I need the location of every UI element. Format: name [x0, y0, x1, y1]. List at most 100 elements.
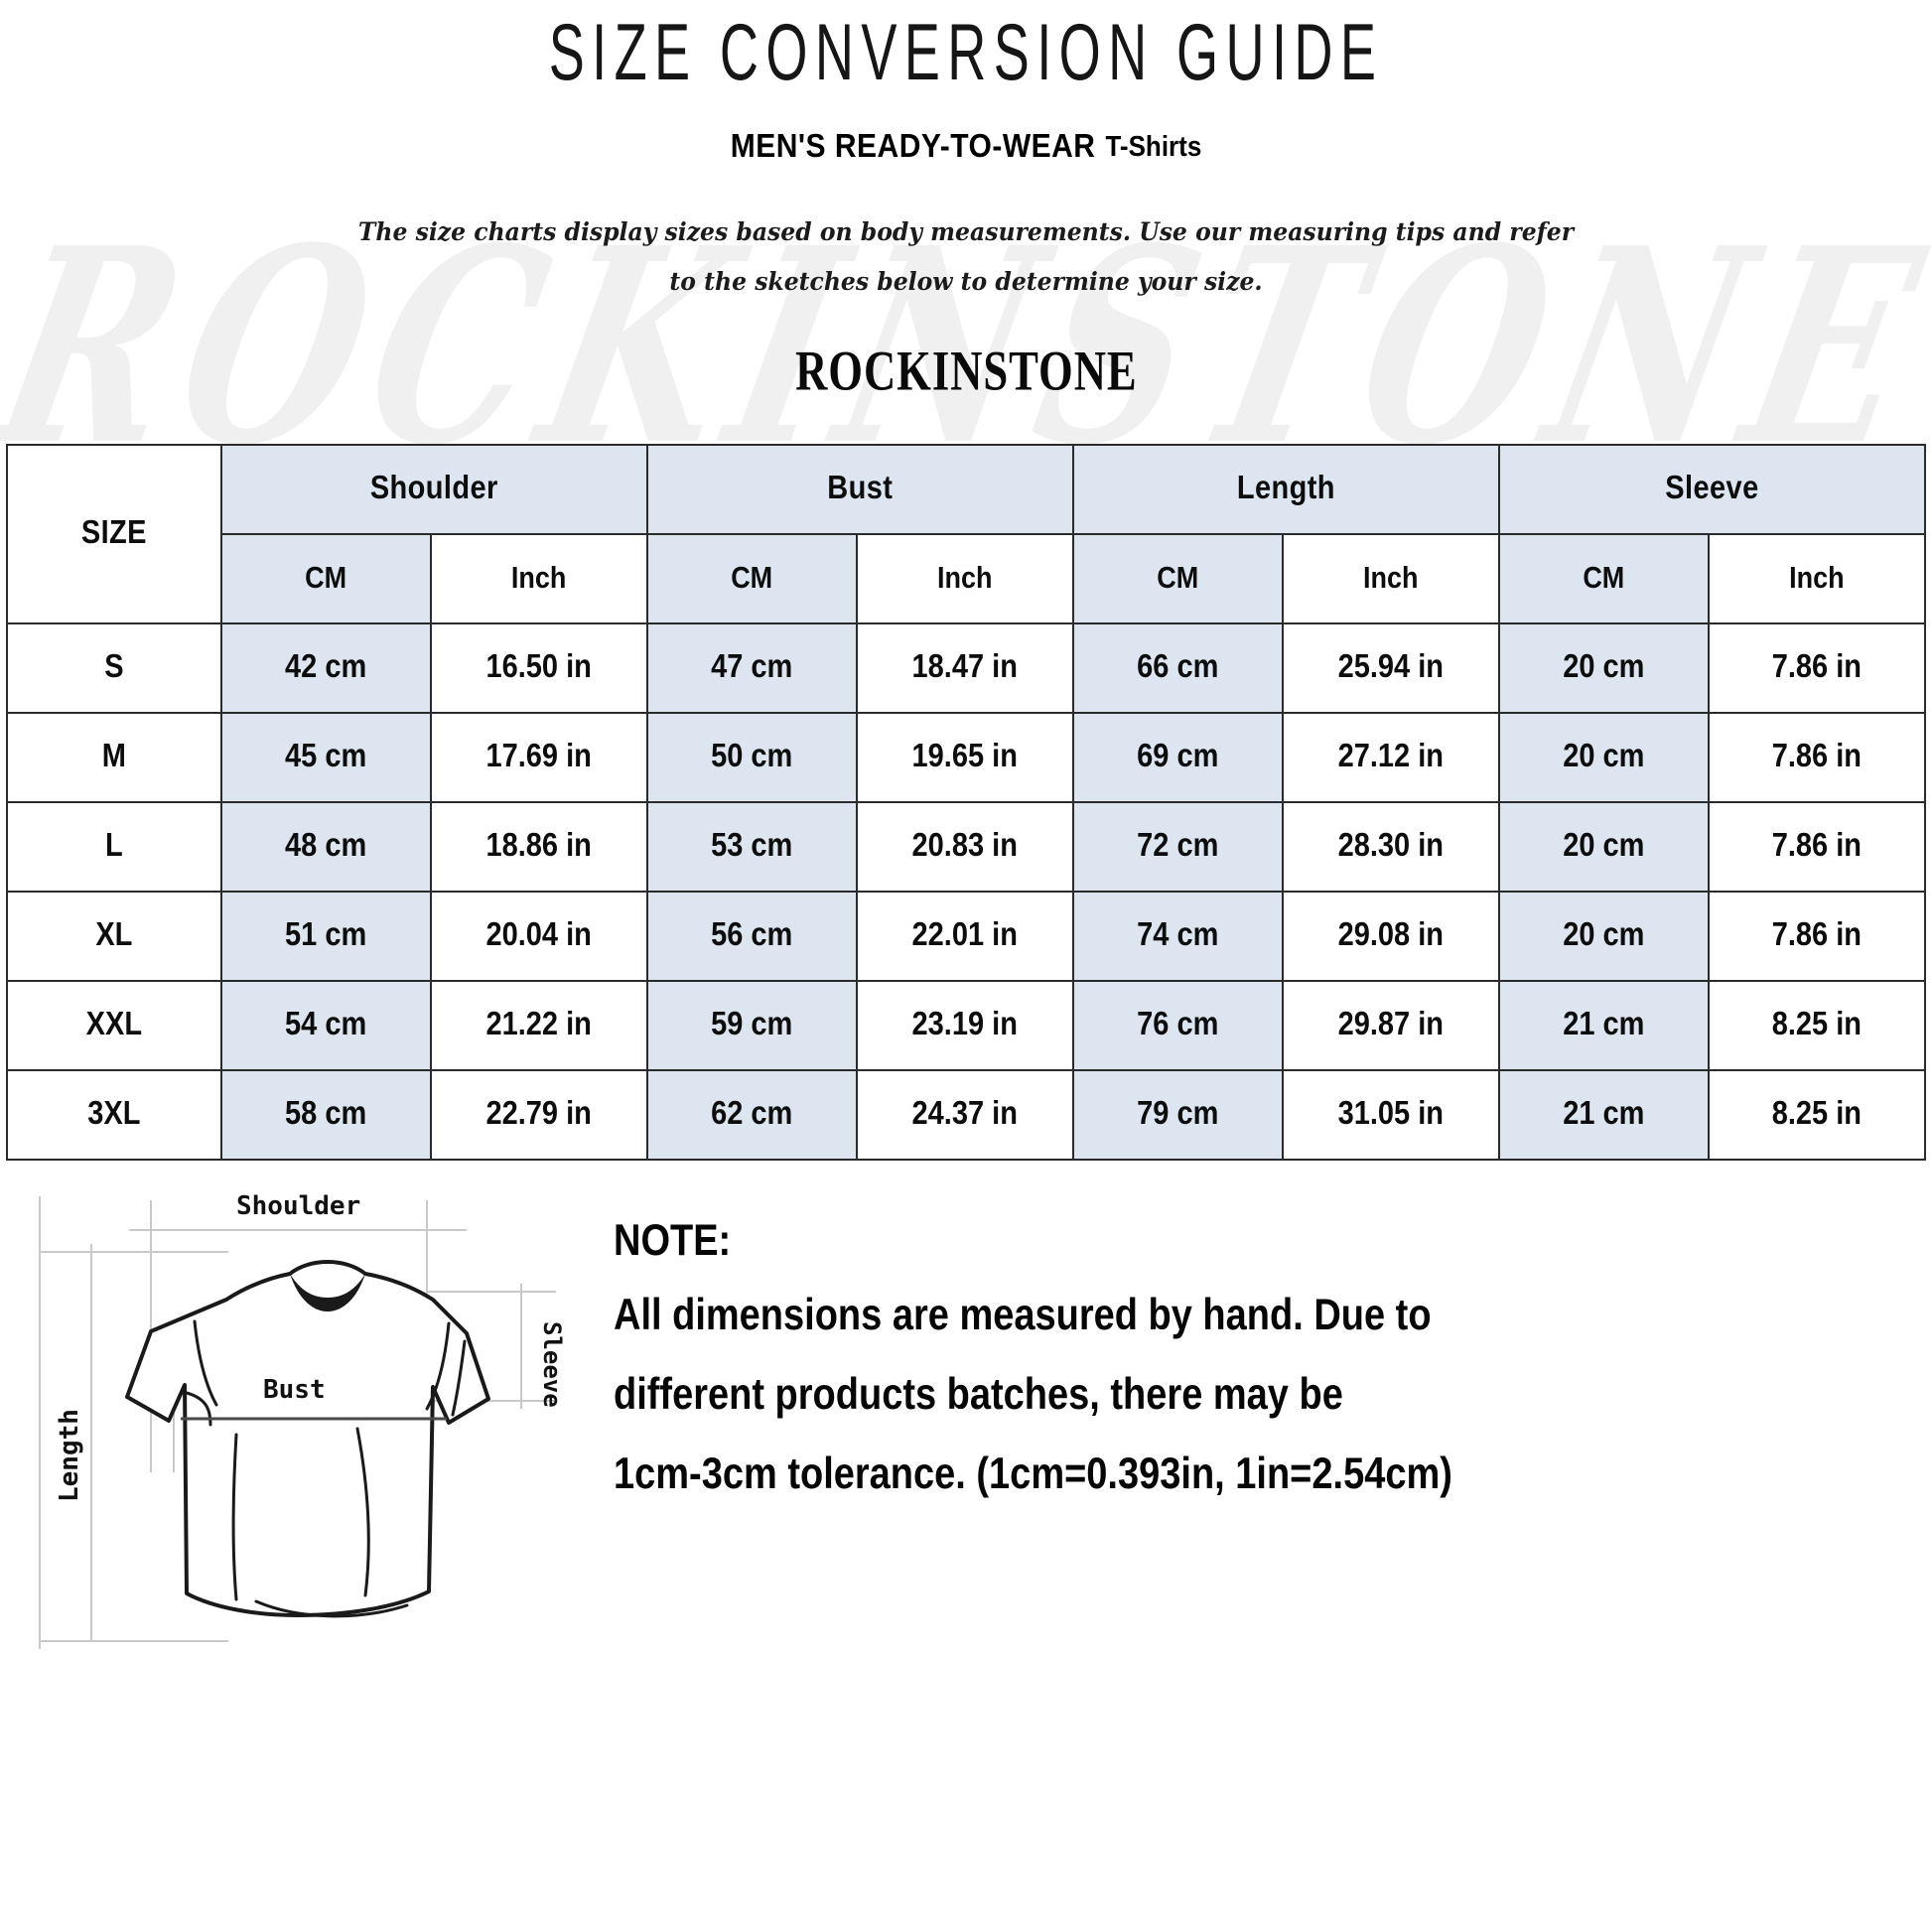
table-cell: 76 cm — [1071, 979, 1284, 1071]
header-group-sleeve: Sleeve — [1497, 443, 1927, 535]
subtitle-product: T-Shirts — [1105, 129, 1202, 163]
header-size: SIZE — [6, 443, 222, 624]
subtitle-row: MEN'S READY-TO-WEAR T-Shirts — [0, 127, 1932, 165]
header: SIZE CONVERSION GUIDE MEN'S READY-TO-WEA… — [0, 0, 1932, 402]
table-row: M 45 cm 17.69 in 50 cm 19.65 in 69 cm 27.12 in… — [6, 711, 1927, 803]
table-cell: 20.04 in — [429, 890, 648, 982]
row-size-label: 3XL — [6, 1068, 222, 1161]
table-cell: 8.25 in — [1707, 979, 1927, 1071]
table-group-header-row: SIZE Shoulder Bust Length Sleeve — [6, 443, 1927, 624]
size-table-container: SIZE Shoulder Bust Length Sleeve CM Inch — [0, 443, 1932, 1161]
note-block: NOTE: All dimensions are measured by han… — [596, 1174, 1932, 1535]
table-cell: 54 cm — [219, 979, 432, 1071]
unit-shoulder-cm: CM — [219, 532, 432, 624]
row-size-label: S — [6, 621, 222, 714]
table-cell: 20 cm — [1497, 800, 1710, 893]
size-conversion-table: SIZE Shoulder Bust Length Sleeve CM Inch — [6, 443, 1927, 1161]
row-size-label: XXL — [6, 979, 222, 1071]
table-cell: 29.87 in — [1281, 979, 1500, 1071]
table-cell: 53 cm — [645, 800, 858, 893]
table-cell: 21.22 in — [429, 979, 648, 1071]
unit-sleeve-inch: Inch — [1707, 532, 1927, 624]
note-line-3: 1cm-3cm tolerance. (1cm=0.393in, 1in=2.5… — [614, 1449, 1452, 1499]
table-cell: 72 cm — [1071, 800, 1284, 893]
row-size-label: L — [6, 800, 222, 893]
intro-description: The size charts display sizes based on b… — [357, 216, 1575, 296]
table-cell: 23.19 in — [855, 979, 1074, 1071]
label-length: Length — [55, 1409, 84, 1502]
table-cell: 50 cm — [645, 711, 858, 803]
table-cell: 31.05 in — [1281, 1068, 1500, 1161]
table-cell: 22.79 in — [429, 1068, 648, 1161]
table-cell: 7.86 in — [1707, 800, 1927, 893]
note-heading: NOTE: — [614, 1215, 732, 1266]
note-line-1: All dimensions are measured by hand. Due… — [614, 1290, 1432, 1340]
unit-bust-cm: CM — [645, 532, 858, 624]
header-group-bust: Bust — [645, 443, 1074, 535]
table-row: XL 51 cm 20.04 in 56 cm 22.01 in 74 cm 29.08 i… — [6, 890, 1927, 982]
table-cell: 17.69 in — [429, 711, 648, 803]
table-cell: 66 cm — [1071, 621, 1284, 714]
row-size-label: XL — [6, 890, 222, 982]
table-cell: 8.25 in — [1707, 1068, 1927, 1161]
tshirt-outline — [125, 1259, 490, 1617]
header-group-length: Length — [1071, 443, 1500, 535]
table-cell: 18.47 in — [855, 621, 1074, 714]
page-title: SIZE CONVERSION GUIDE — [548, 6, 1384, 97]
unit-length-inch: Inch — [1281, 532, 1500, 624]
header-group-shoulder: Shoulder — [219, 443, 648, 535]
label-shoulder: Shoulder — [236, 1191, 360, 1221]
table-cell: 69 cm — [1071, 711, 1284, 803]
table-cell: 20 cm — [1497, 711, 1710, 803]
table-cell: 51 cm — [219, 890, 432, 982]
table-cell: 56 cm — [645, 890, 858, 982]
table-cell: 7.86 in — [1707, 711, 1927, 803]
unit-bust-inch: Inch — [855, 532, 1074, 624]
table-cell: 79 cm — [1071, 1068, 1284, 1161]
unit-shoulder-inch: Inch — [429, 532, 648, 624]
unit-sleeve-cm: CM — [1497, 532, 1710, 624]
table-cell: 25.94 in — [1281, 621, 1500, 714]
table-cell: 45 cm — [219, 711, 432, 803]
table-cell: 21 cm — [1497, 979, 1710, 1071]
subtitle-category: MEN'S READY-TO-WEAR — [730, 127, 1096, 165]
collar-shape — [290, 1273, 365, 1311]
tshirt-diagram: Shoulder Bust Length Sleeve — [0, 1174, 596, 1671]
table-cell: 27.12 in — [1281, 711, 1500, 803]
label-sleeve: Sleeve — [538, 1321, 566, 1408]
tshirt-fold-lines — [185, 1319, 467, 1617]
table-cell: 7.86 in — [1707, 890, 1927, 982]
table-cell: 21 cm — [1497, 1068, 1710, 1161]
table-cell: 19.65 in — [855, 711, 1074, 803]
diagram-labels: Shoulder Bust Length Sleeve — [55, 1191, 566, 1502]
table-row: 3XL 58 cm 22.79 in 62 cm 24.37 in 79 cm 31.05 … — [6, 1068, 1927, 1161]
note-line-2: different products batches, there may be — [614, 1369, 1343, 1420]
table-cell: 29.08 in — [1281, 890, 1500, 982]
table-cell: 47 cm — [645, 621, 858, 714]
table-cell: 58 cm — [219, 1068, 432, 1161]
table-cell: 20.83 in — [855, 800, 1074, 893]
table-cell: 20 cm — [1497, 890, 1710, 982]
table-cell: 24.37 in — [855, 1068, 1074, 1161]
table-cell: 74 cm — [1071, 890, 1284, 982]
table-cell: 59 cm — [645, 979, 858, 1071]
table-head: SIZE Shoulder Bust Length Sleeve CM Inch — [6, 443, 1927, 624]
table-cell: 28.30 in — [1281, 800, 1500, 893]
table-body: S 42 cm 16.50 in 47 cm 18.47 in 66 cm 25.94 in… — [6, 621, 1927, 1161]
bottom-section: Shoulder Bust Length Sleeve NOTE: All di… — [0, 1174, 1932, 1671]
table-row: S 42 cm 16.50 in 47 cm 18.47 in 66 cm 25.94 in… — [6, 621, 1927, 714]
table-row: XXL 54 cm 21.22 in 59 cm 23.19 in 76 cm 29.87 … — [6, 979, 1927, 1071]
brand-name: ROCKINSTONE — [794, 339, 1138, 403]
table-cell: 18.86 in — [429, 800, 648, 893]
table-cell: 16.50 in — [429, 621, 648, 714]
table-row: L 48 cm 18.86 in 53 cm 20.83 in 72 cm 28.30 in… — [6, 800, 1927, 893]
table-cell: 20 cm — [1497, 621, 1710, 714]
table-cell: 42 cm — [219, 621, 432, 714]
unit-length-cm: CM — [1071, 532, 1284, 624]
row-size-label: M — [6, 711, 222, 803]
table-unit-row: CM Inch CM Inch CM Inch CM Inch — [7, 532, 1927, 624]
table-cell: 48 cm — [219, 800, 432, 893]
label-bust: Bust — [263, 1375, 326, 1405]
table-cell: 22.01 in — [855, 890, 1074, 982]
table-cell: 62 cm — [645, 1068, 858, 1161]
